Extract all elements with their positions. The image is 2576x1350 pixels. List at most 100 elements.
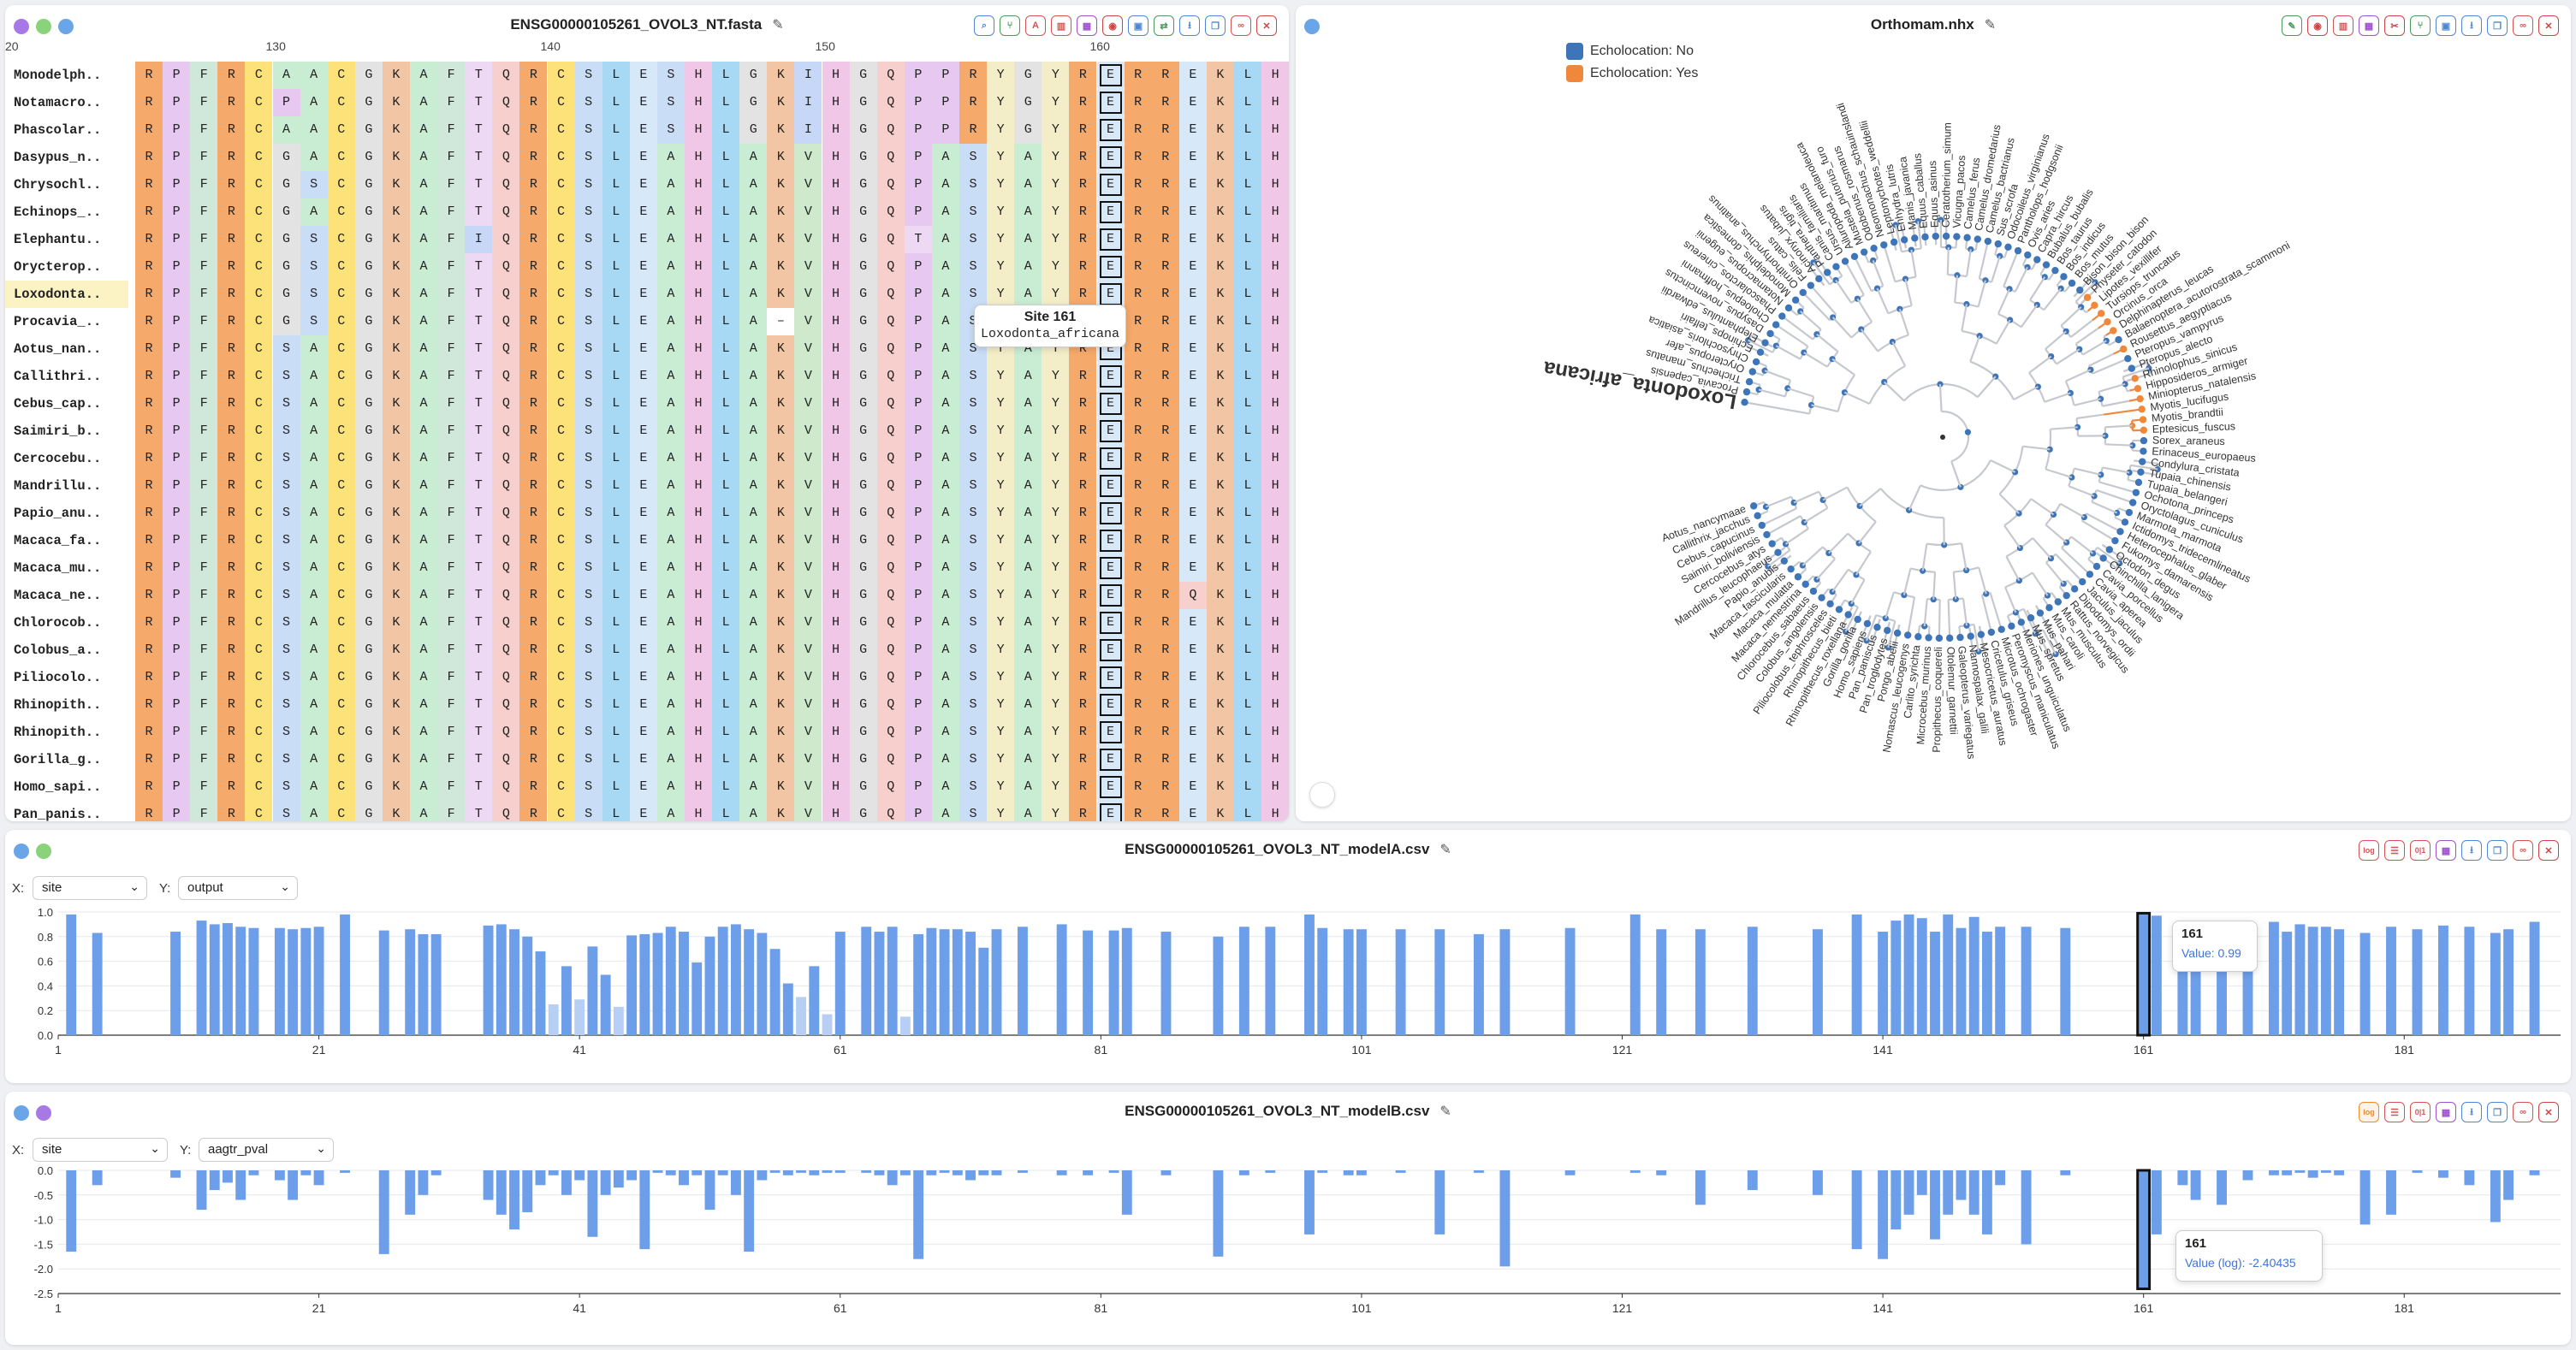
residue-cell[interactable]: G — [849, 472, 877, 500]
residue-cell[interactable]: F — [437, 719, 466, 746]
bar[interactable] — [899, 1016, 911, 1035]
residue-cell[interactable]: A — [739, 582, 768, 609]
residue-cell[interactable]: S — [959, 226, 988, 253]
residue-cell[interactable]: G — [849, 554, 877, 582]
residue-cell[interactable]: P — [904, 390, 932, 417]
residue-cell[interactable]: L — [1234, 500, 1262, 527]
residue-cell[interactable]: F — [190, 281, 218, 308]
bar[interactable] — [1356, 1170, 1367, 1175]
residue-cell[interactable]: F — [437, 664, 466, 691]
residue-cell[interactable]: K — [1206, 664, 1234, 691]
residue-cell[interactable]: R — [217, 62, 246, 89]
tree-leaf-node[interactable] — [1835, 606, 1843, 613]
residue-cell[interactable]: A — [410, 691, 438, 719]
bar[interactable] — [809, 966, 820, 1035]
residue-cell[interactable]: E — [1178, 363, 1207, 390]
bar[interactable] — [874, 1170, 885, 1175]
residue-cell[interactable]: R — [217, 89, 246, 116]
residue-cell[interactable]: F — [190, 417, 218, 445]
bar[interactable] — [2151, 1170, 2162, 1235]
residue-cell[interactable]: E — [1096, 472, 1125, 500]
tree-leaf-node[interactable] — [2140, 426, 2148, 434]
residue-cell[interactable]: L — [602, 363, 630, 390]
tree-leaf-node[interactable] — [1780, 557, 1789, 565]
residue-cell[interactable]: K — [1206, 719, 1234, 746]
bar[interactable] — [796, 997, 807, 1035]
edit-icon[interactable]: ✎ — [1439, 843, 1451, 857]
residue-cell[interactable]: C — [327, 144, 355, 171]
residue-cell[interactable]: R — [1124, 582, 1152, 609]
residue-cell[interactable]: R — [217, 390, 246, 417]
residue-cell[interactable]: H — [685, 308, 713, 335]
residue-cell[interactable]: R — [519, 253, 548, 281]
residue-cell[interactable]: A — [1014, 281, 1042, 308]
residue-cell[interactable]: A — [739, 308, 768, 335]
tree-leaf-node[interactable] — [1826, 600, 1834, 608]
residue-cell[interactable]: R — [1124, 390, 1152, 417]
residue-cell[interactable]: H — [685, 89, 713, 116]
residue-cell[interactable]: C — [327, 226, 355, 253]
residue-cell[interactable]: A — [931, 691, 959, 719]
residue-cell[interactable]: C — [245, 417, 273, 445]
bar[interactable] — [2334, 1170, 2345, 1175]
residue-cell[interactable]: R — [1124, 171, 1152, 198]
residue-cell[interactable]: L — [602, 500, 630, 527]
residue-cell[interactable]: Q — [492, 582, 520, 609]
residue-cell[interactable]: L — [1234, 801, 1262, 821]
residue-cell[interactable]: A — [272, 116, 300, 144]
residue-cell[interactable]: K — [1206, 746, 1234, 773]
tree-leaf-node[interactable] — [1884, 626, 1891, 635]
residue-cell[interactable]: V — [794, 500, 822, 527]
y-axis-select[interactable]: output ⌄ — [178, 876, 298, 900]
residue-cell[interactable]: K — [767, 691, 795, 719]
bar[interactable] — [809, 1170, 820, 1175]
residue-cell[interactable]: C — [327, 445, 355, 472]
residue-cell[interactable]: E — [629, 226, 657, 253]
bar[interactable] — [288, 1170, 299, 1200]
residue-cell[interactable]: S — [574, 363, 602, 390]
residue-cell[interactable]: C — [327, 582, 355, 609]
residue-cell[interactable]: H — [822, 89, 850, 116]
residue-cell[interactable]: C — [547, 445, 575, 472]
residue-cell[interactable]: T — [465, 62, 493, 89]
residue-cell[interactable]: C — [245, 62, 273, 89]
residue-cell[interactable]: Y — [1042, 637, 1070, 664]
residue-cell[interactable]: A — [1014, 472, 1042, 500]
bar[interactable] — [2464, 1170, 2475, 1186]
tree-leaf-node[interactable] — [1832, 263, 1840, 270]
residue-cell[interactable]: L — [1234, 89, 1262, 116]
residue-cell[interactable]: Q — [492, 198, 520, 226]
residue-cell[interactable]: A — [931, 226, 959, 253]
residue-cell[interactable]: Q — [492, 554, 520, 582]
bar[interactable] — [679, 1170, 689, 1186]
sequence-name[interactable]: Mandrillu.. — [14, 478, 102, 494]
bar[interactable] — [496, 924, 507, 1035]
residue-cell[interactable]: A — [931, 527, 959, 554]
bar[interactable] — [405, 1170, 416, 1215]
residue-cell[interactable]: K — [382, 664, 410, 691]
residue-cell[interactable]: R — [1069, 664, 1097, 691]
residue-cell[interactable]: K — [382, 253, 410, 281]
residue-cell[interactable]: A — [656, 144, 685, 171]
bar[interactable] — [1499, 929, 1511, 1035]
residue-cell[interactable]: R — [135, 308, 163, 335]
residue-cell[interactable]: R — [1151, 445, 1179, 472]
residue-cell[interactable]: R — [1151, 691, 1179, 719]
residue-cell[interactable]: R — [1124, 554, 1152, 582]
bar[interactable] — [2320, 1170, 2331, 1173]
residue-cell[interactable]: C — [327, 773, 355, 801]
residue-cell[interactable]: A — [656, 445, 685, 472]
residue-cell[interactable]: A — [931, 417, 959, 445]
residue-cell[interactable]: K — [767, 773, 795, 801]
bar[interactable] — [1629, 1170, 1641, 1173]
residue-cell[interactable]: A — [410, 253, 438, 281]
residue-cell[interactable]: R — [217, 664, 246, 691]
bar[interactable] — [1695, 929, 1706, 1035]
window-dot-blue[interactable] — [14, 1105, 29, 1121]
residue-cell[interactable]: C — [327, 335, 355, 363]
residue-cell[interactable]: H — [685, 281, 713, 308]
residue-cell[interactable]: S — [574, 335, 602, 363]
residue-cell[interactable]: H — [1261, 746, 1289, 773]
bar[interactable] — [223, 1170, 233, 1183]
tree-leaf-node[interactable] — [2104, 318, 2111, 326]
